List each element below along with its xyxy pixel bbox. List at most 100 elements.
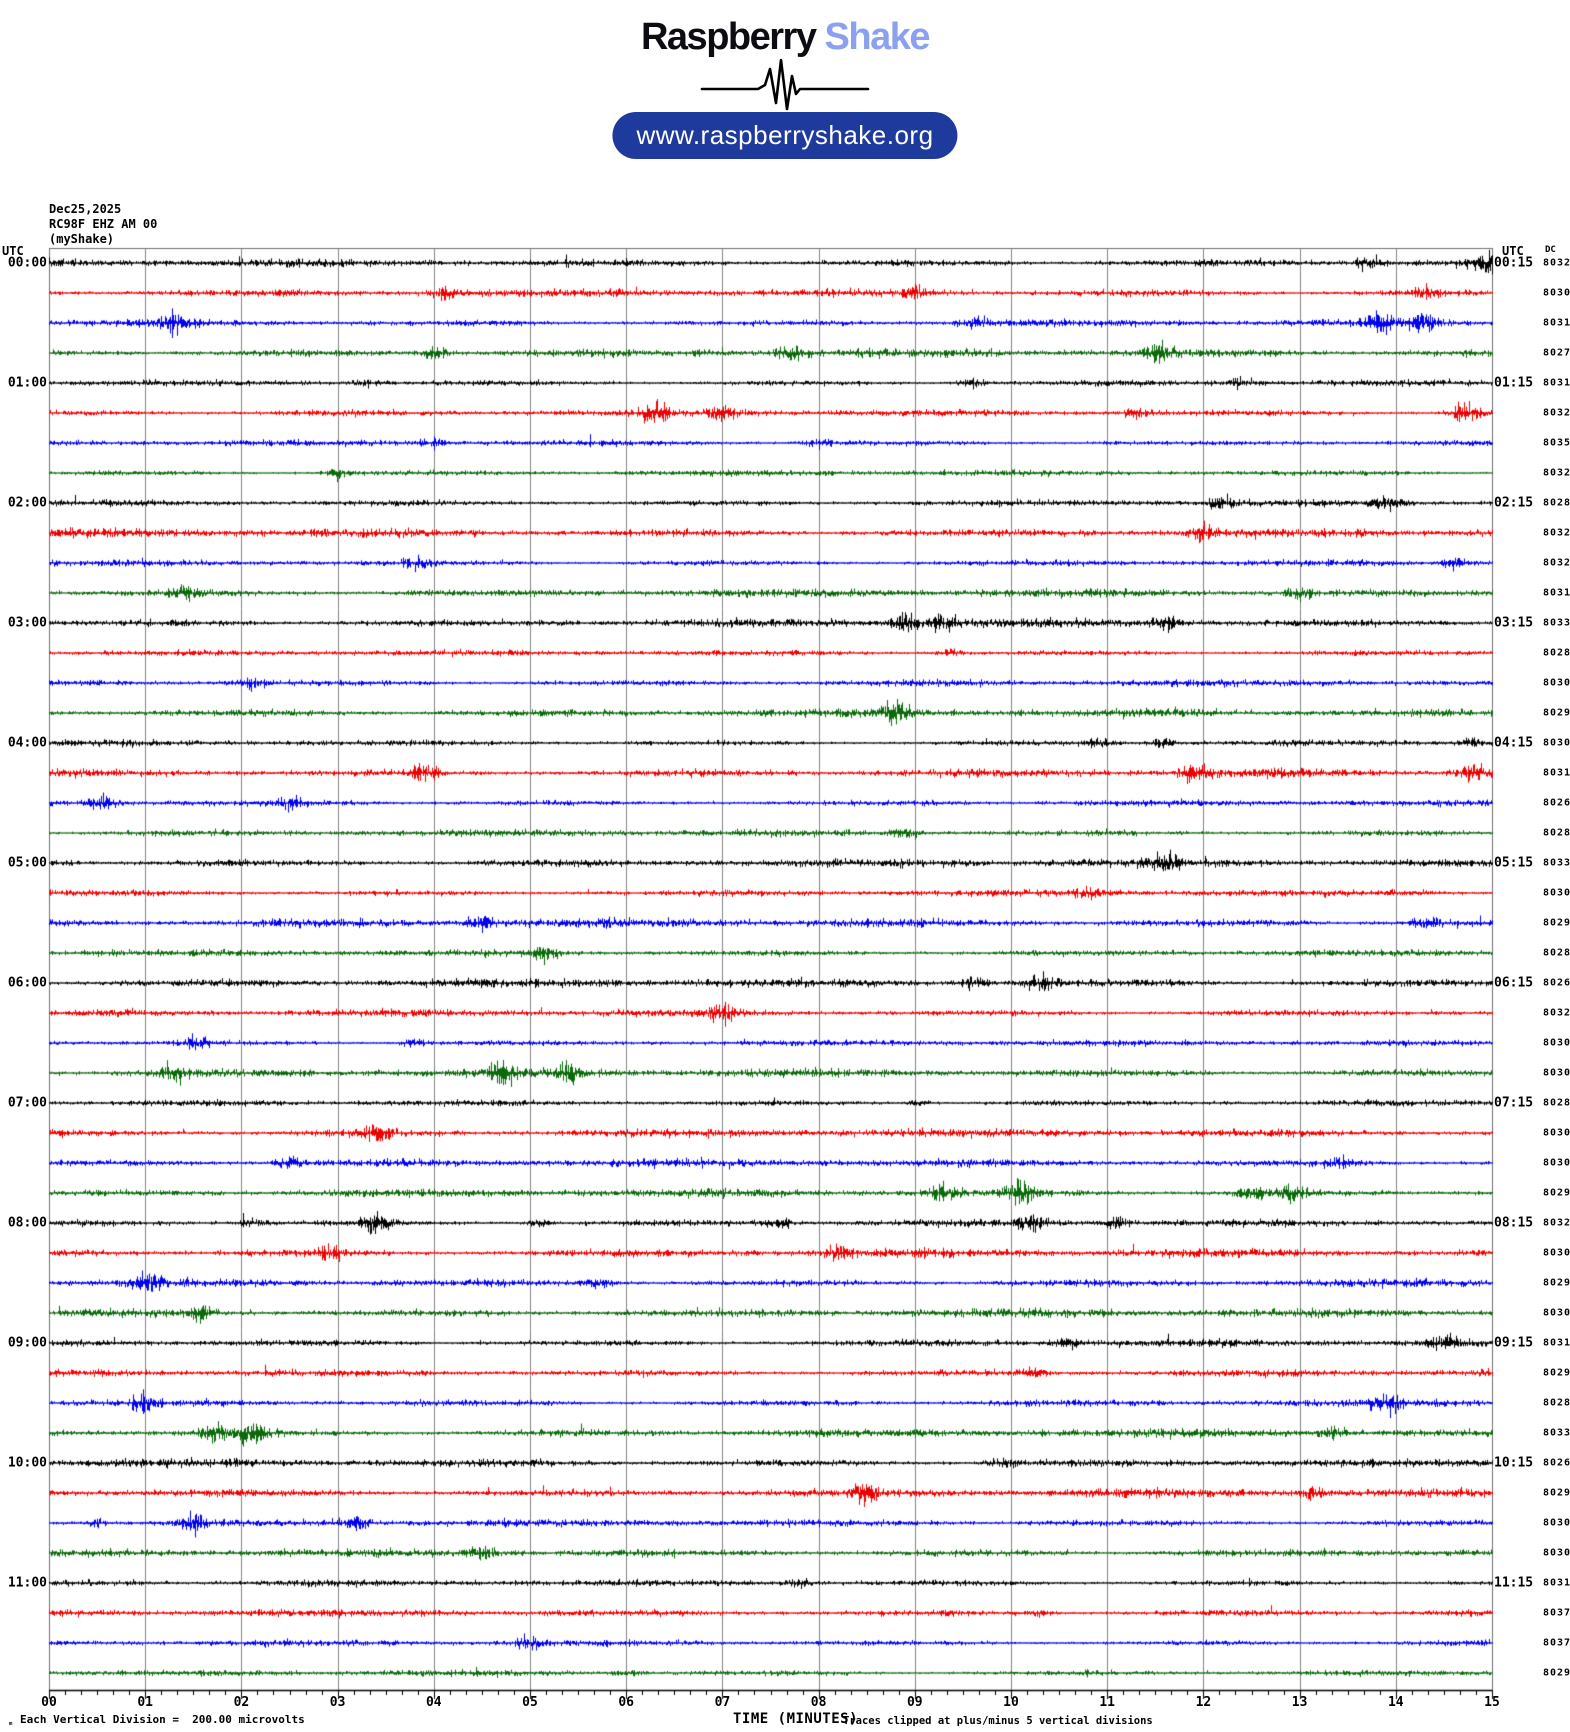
x-tick-label: 13 bbox=[1291, 1695, 1308, 1710]
dc-value: 8029 bbox=[1543, 1187, 1570, 1199]
dc-value: 8029 bbox=[1543, 707, 1570, 719]
x-tick-label: 10 bbox=[1003, 1695, 1019, 1710]
dc-value: 8035 bbox=[1543, 437, 1570, 449]
logo-title-secondary: Shake bbox=[815, 16, 931, 58]
dc-value: 8030 bbox=[1543, 287, 1570, 299]
dc-value: 8030 bbox=[1543, 737, 1570, 749]
dc-value: 8028 bbox=[1543, 647, 1570, 659]
dc-value: 8031 bbox=[1543, 1577, 1570, 1589]
station-date: Dec25,2025 bbox=[49, 202, 122, 216]
right-time-label: 03:15 bbox=[1494, 615, 1534, 631]
left-time-label: 06:00 bbox=[7, 975, 47, 991]
logo-title-primary: Raspberry bbox=[640, 16, 817, 58]
clip-note: Traces clipped at plus/minus 5 vertical … bbox=[843, 1715, 1153, 1727]
dc-value: 8037 bbox=[1543, 1637, 1570, 1649]
x-tick-label: 11 bbox=[1099, 1695, 1116, 1710]
left-time-label: 04:00 bbox=[7, 735, 47, 751]
dc-value: 8029 bbox=[1543, 917, 1570, 929]
left-time-label: 05:00 bbox=[7, 855, 47, 871]
dc-value: 8028 bbox=[1543, 1397, 1570, 1409]
dc-value: 8030 bbox=[1543, 1517, 1570, 1529]
right-time-label: 07:15 bbox=[1494, 1095, 1534, 1111]
dc-value: 8033 bbox=[1543, 617, 1570, 629]
right-time-label: 01:15 bbox=[1494, 375, 1534, 391]
dc-value: 8031 bbox=[1543, 377, 1570, 389]
left-time-label: 02:00 bbox=[7, 495, 47, 511]
dc-value: 8030 bbox=[1543, 1547, 1570, 1559]
dc-value: 8026 bbox=[1543, 1457, 1570, 1469]
dc-value: 8032 bbox=[1543, 557, 1570, 569]
dc-value: 8026 bbox=[1543, 977, 1570, 989]
left-time-label: 01:00 bbox=[7, 375, 47, 391]
dc-value: 8033 bbox=[1543, 1427, 1570, 1439]
right-time-label: 00:15 bbox=[1494, 255, 1534, 271]
left-time-label: 07:00 bbox=[7, 1095, 47, 1111]
dc-value: 8032 bbox=[1543, 407, 1570, 419]
dc-value: 8031 bbox=[1543, 587, 1570, 599]
x-tick-label: 07 bbox=[714, 1695, 731, 1710]
dc-value: 8029 bbox=[1543, 1487, 1570, 1499]
seismogram-logo-icon bbox=[700, 56, 870, 117]
left-time-label: 09:00 bbox=[7, 1335, 47, 1351]
right-time-label: 05:15 bbox=[1494, 855, 1534, 871]
x-tick-label: 02 bbox=[233, 1695, 250, 1710]
logo-title: Raspberry Shake bbox=[0, 16, 1570, 59]
station-id: RC98F EHZ AM 00 bbox=[49, 217, 158, 231]
right-time-label: 06:15 bbox=[1494, 975, 1534, 991]
x-tick-label: 09 bbox=[906, 1695, 923, 1710]
x-tick-label: 03 bbox=[329, 1695, 346, 1710]
dc-value: 8026 bbox=[1543, 797, 1570, 809]
dc-header: DC bbox=[1545, 245, 1556, 255]
left-time-label: 08:00 bbox=[7, 1215, 47, 1231]
dc-value: 8033 bbox=[1543, 857, 1570, 869]
dc-value: 8028 bbox=[1543, 497, 1570, 509]
x-tick-label: 04 bbox=[425, 1695, 442, 1710]
dc-value: 8030 bbox=[1543, 1127, 1570, 1139]
dc-value: 8031 bbox=[1543, 1337, 1570, 1349]
dc-value: 8028 bbox=[1543, 827, 1570, 839]
station-network: (myShake) bbox=[49, 232, 115, 246]
x-tick-label: 06 bbox=[618, 1695, 635, 1710]
right-time-label: 11:15 bbox=[1494, 1575, 1534, 1591]
url-pill-button[interactable]: www.raspberryshake.org bbox=[612, 112, 958, 159]
x-tick-label: 01 bbox=[137, 1695, 154, 1710]
dc-value: 8028 bbox=[1543, 947, 1570, 959]
right-time-label: 04:15 bbox=[1494, 735, 1534, 751]
dc-value: 8032 bbox=[1543, 527, 1570, 539]
scale-note: Each Vertical Division = 200.00 microvol… bbox=[20, 1713, 305, 1726]
left-time-label: 03:00 bbox=[7, 615, 47, 631]
dc-value: 8029 bbox=[1543, 1367, 1570, 1379]
x-tick-label: 05 bbox=[522, 1695, 538, 1710]
x-tick-label: 00 bbox=[41, 1695, 57, 1710]
left-time-label: 00:00 bbox=[7, 255, 47, 271]
left-time-label: 11:00 bbox=[7, 1575, 47, 1591]
x-tick-label: 14 bbox=[1387, 1695, 1404, 1710]
dc-value: 8030 bbox=[1543, 1307, 1570, 1319]
x-axis-title: TIME (MINUTES) bbox=[733, 1711, 859, 1727]
dc-value: 8029 bbox=[1543, 1277, 1570, 1289]
dc-value: 8030 bbox=[1543, 1037, 1570, 1049]
x-tick-label: 15 bbox=[1484, 1695, 1500, 1710]
dc-value: 8027 bbox=[1543, 347, 1570, 359]
dc-value: 8032 bbox=[1543, 257, 1570, 269]
x-tick-label: 08 bbox=[810, 1695, 827, 1710]
x-tick-label: 12 bbox=[1195, 1695, 1212, 1710]
utc-left-header: UTC bbox=[2, 244, 24, 258]
dc-value: 8030 bbox=[1543, 887, 1570, 899]
right-time-label: 09:15 bbox=[1494, 1335, 1534, 1351]
scale-mark: ₘ bbox=[8, 1718, 14, 1728]
dc-value: 8030 bbox=[1543, 1157, 1570, 1169]
dc-value: 8032 bbox=[1543, 467, 1570, 479]
dc-value: 8030 bbox=[1543, 1247, 1570, 1259]
left-time-label: 10:00 bbox=[7, 1455, 47, 1471]
dc-value: 8031 bbox=[1543, 317, 1570, 329]
dc-value: 8037 bbox=[1543, 1607, 1570, 1619]
dc-value: 8031 bbox=[1543, 767, 1570, 779]
dc-value: 8030 bbox=[1543, 1067, 1570, 1079]
dc-value: 8029 bbox=[1543, 1667, 1570, 1679]
dc-value: 8030 bbox=[1543, 677, 1570, 689]
right-time-label: 08:15 bbox=[1494, 1215, 1534, 1231]
dc-value: 8028 bbox=[1543, 1097, 1570, 1109]
